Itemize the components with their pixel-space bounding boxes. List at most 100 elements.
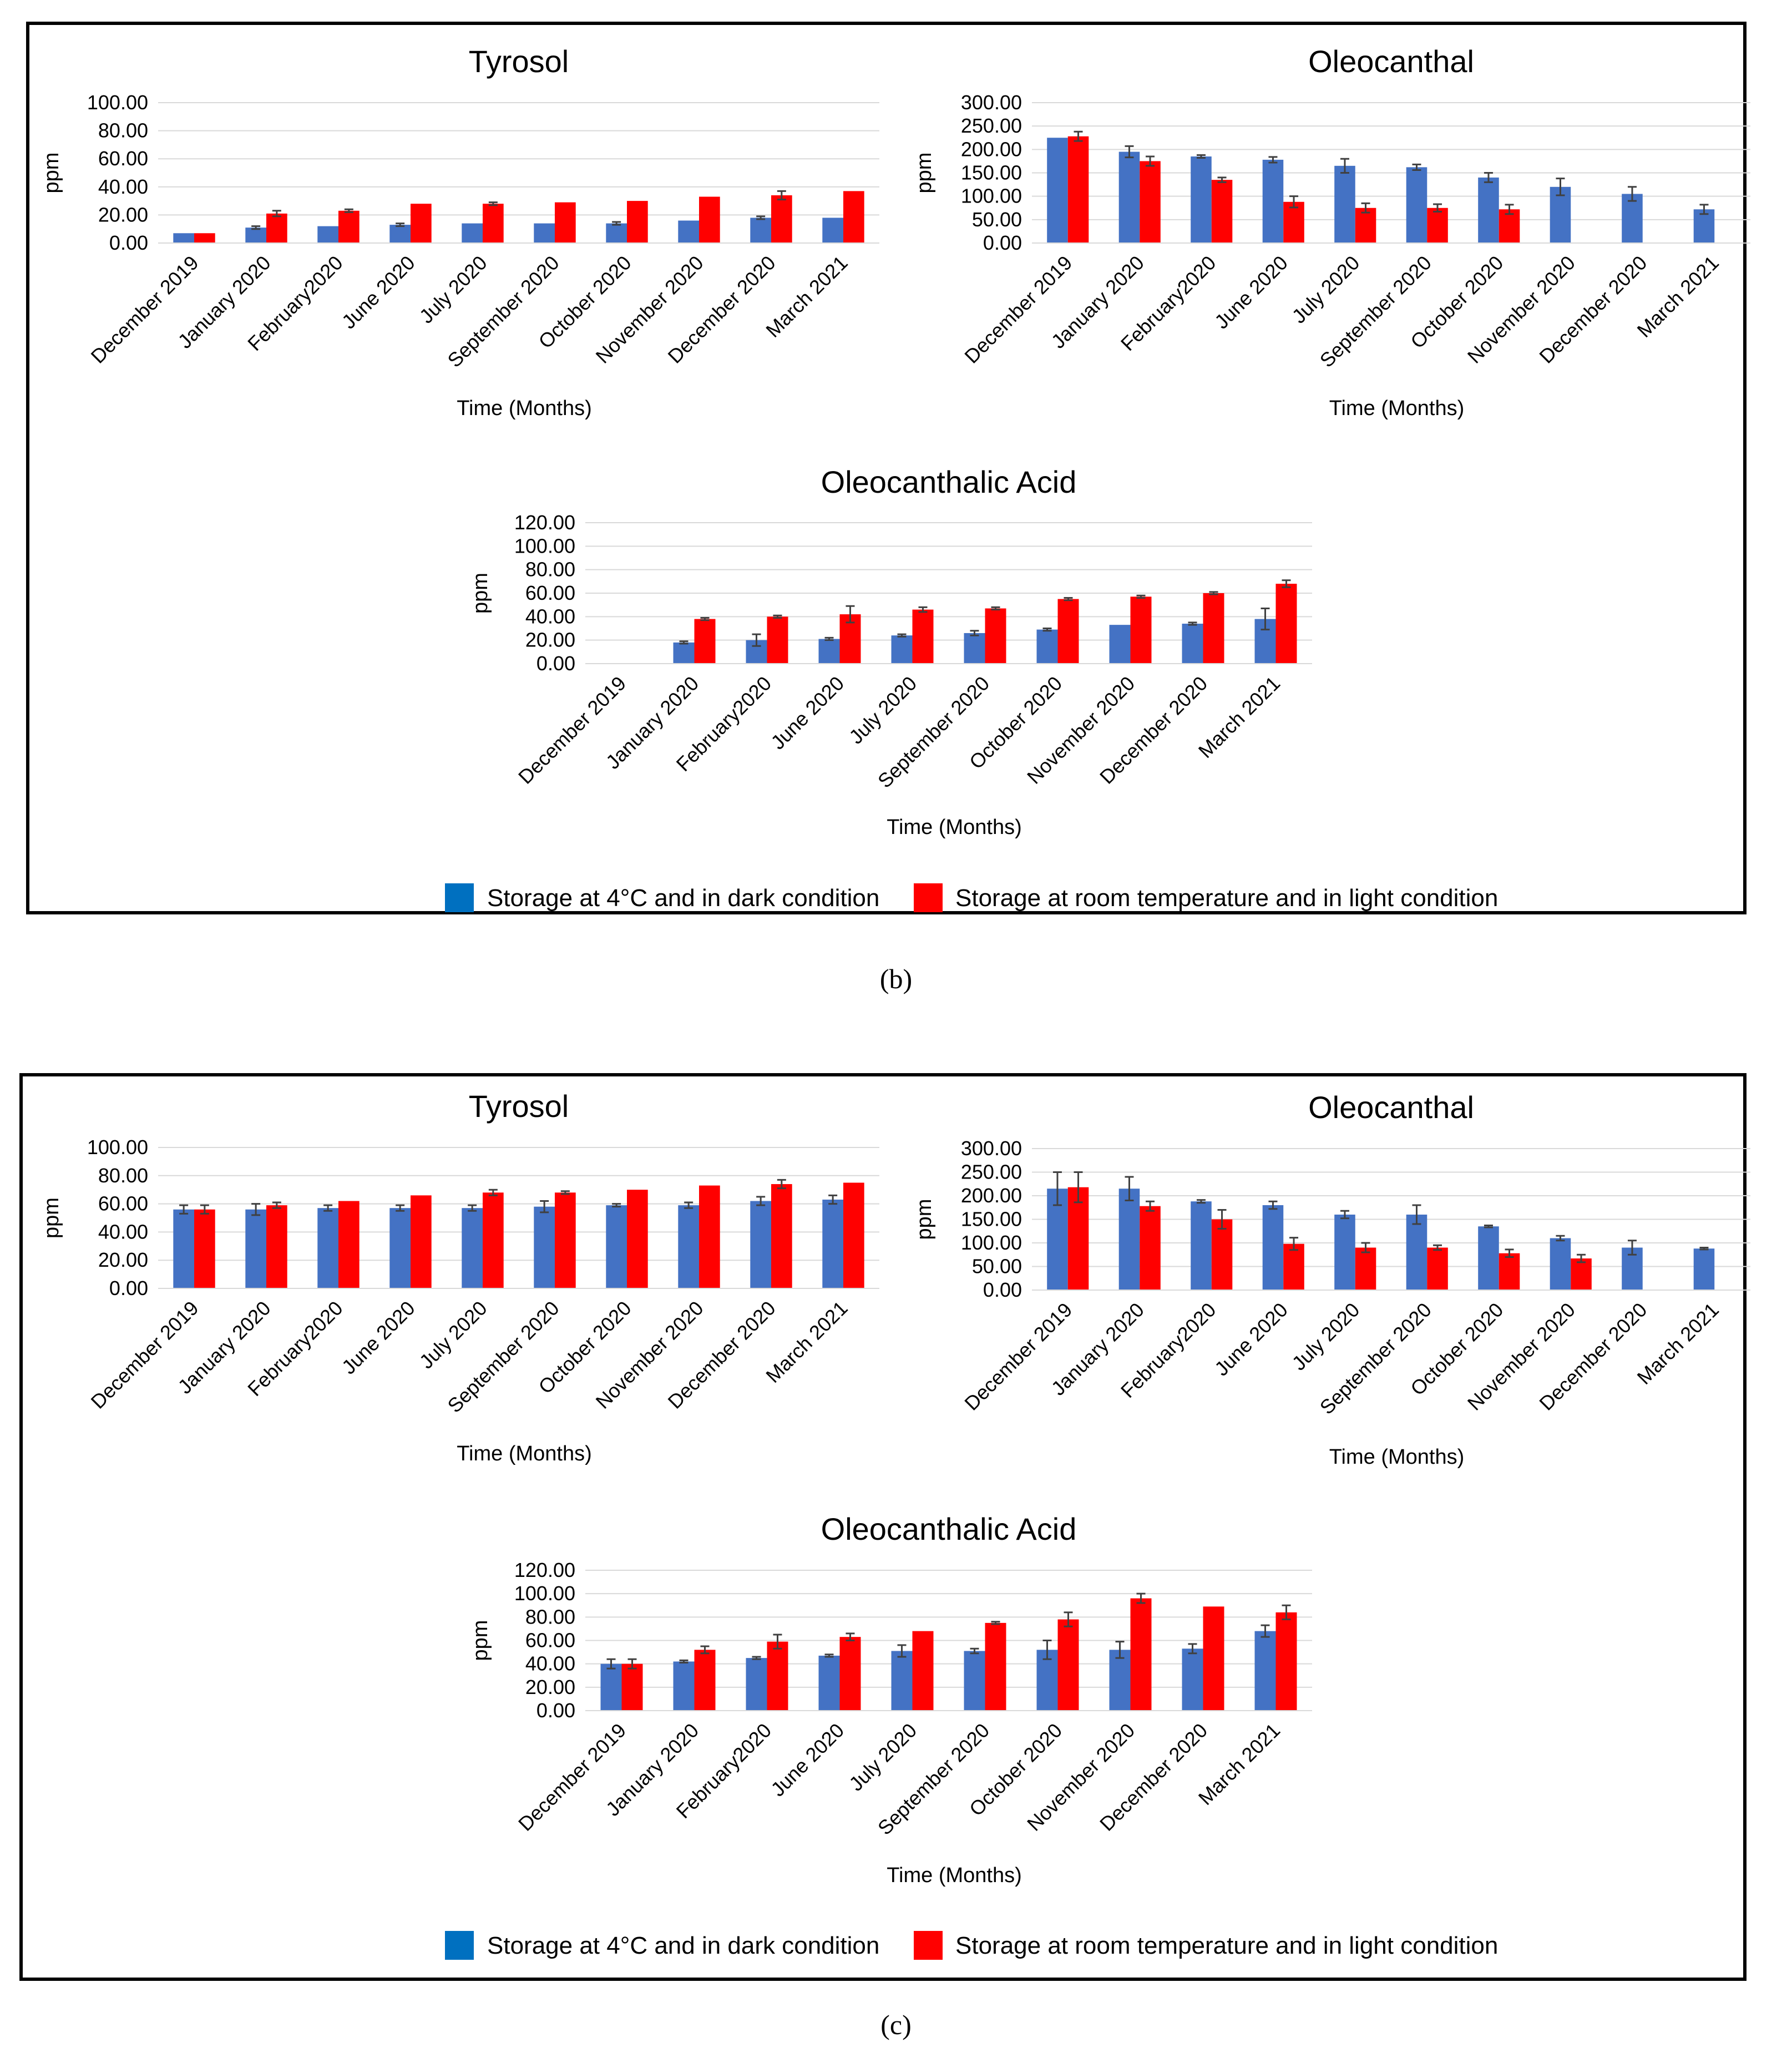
bar bbox=[891, 635, 913, 664]
bar bbox=[1057, 1619, 1079, 1711]
bar bbox=[462, 1208, 483, 1288]
chart-title: Oleocanthalic Acid bbox=[821, 1511, 1077, 1546]
bar bbox=[1622, 194, 1643, 243]
bar bbox=[1499, 1253, 1520, 1290]
y-tick-label: 80.00 bbox=[98, 119, 148, 142]
panel-b: Tyrosol0.0020.0040.0060.0080.00100.00ppm… bbox=[26, 22, 1750, 914]
chart-oleocanthalic-acid: Oleocanthalic Acid 0.0020.0040.0060.0080.… bbox=[469, 1511, 1312, 1887]
x-axis-label: Time (Months) bbox=[457, 397, 592, 420]
chart-title: Tyrosol bbox=[469, 1089, 569, 1124]
y-tick-label: 60.00 bbox=[98, 1192, 148, 1215]
y-tick-label: 100.00 bbox=[961, 185, 1022, 208]
bar bbox=[771, 1184, 792, 1288]
bar bbox=[1047, 138, 1068, 243]
bar bbox=[767, 1641, 788, 1711]
legend-swatch-light bbox=[914, 1931, 943, 1960]
bar bbox=[173, 1209, 194, 1288]
bar bbox=[699, 1185, 720, 1288]
bar bbox=[694, 1650, 716, 1711]
bar bbox=[1550, 186, 1571, 243]
bar bbox=[627, 201, 648, 243]
bar bbox=[839, 1637, 861, 1711]
x-tick-label: June 2020 bbox=[766, 672, 848, 754]
bar bbox=[1478, 1226, 1499, 1290]
y-tick-label: 40.00 bbox=[98, 1220, 148, 1243]
chart-oleocanthal: Oleocanthal 0.0050.00100.00150.00200.0025… bbox=[913, 44, 1750, 420]
x-tick-label: December 2019 bbox=[87, 251, 203, 368]
bar bbox=[245, 227, 266, 243]
x-tick-label: June 2020 bbox=[337, 1297, 419, 1379]
bar bbox=[483, 1192, 504, 1288]
y-tick-label: 40.00 bbox=[525, 605, 575, 628]
bar bbox=[317, 226, 338, 243]
y-tick-label: 80.00 bbox=[525, 558, 575, 581]
bar bbox=[245, 1209, 266, 1288]
bar bbox=[1427, 208, 1448, 243]
y-tick-label: 120.00 bbox=[514, 1559, 575, 1581]
x-tick-label: July 2020 bbox=[844, 1719, 921, 1796]
x-axis-label: Time (Months) bbox=[887, 816, 1022, 839]
y-axis-label: ppm bbox=[913, 1199, 936, 1240]
y-axis-label: ppm bbox=[913, 153, 936, 194]
y-tick-label: 200.00 bbox=[961, 1184, 1022, 1207]
x-axis-label: Time (Months) bbox=[1329, 397, 1465, 420]
bar bbox=[266, 213, 287, 243]
bar bbox=[985, 608, 1006, 664]
bar bbox=[1334, 1215, 1355, 1290]
x-tick-label: December 2019 bbox=[960, 251, 1076, 368]
y-tick-label: 20.00 bbox=[525, 1676, 575, 1698]
x-axis-label: Time (Months) bbox=[1329, 1445, 1465, 1469]
y-tick-label: 120.00 bbox=[514, 511, 575, 534]
y-tick-label: 250.00 bbox=[961, 1161, 1022, 1184]
bar bbox=[1211, 180, 1233, 243]
x-tick-label: June 2020 bbox=[1210, 1298, 1292, 1380]
x-tick-label: December 2019 bbox=[514, 672, 630, 788]
y-axis-label: ppm bbox=[469, 573, 492, 614]
legend-label-dark: Storage at 4°C and in dark condition bbox=[487, 1932, 879, 1959]
y-tick-label: 0.00 bbox=[109, 231, 148, 254]
bar bbox=[1109, 625, 1131, 664]
bar bbox=[818, 639, 840, 664]
bar bbox=[1036, 629, 1058, 664]
bar bbox=[750, 1201, 771, 1288]
x-axis-label: Time (Months) bbox=[887, 1864, 1022, 1887]
chart-tyrosol: Tyrosol 0.00 20.00 40.00 60.00 80.00 100.00 ppm… bbox=[40, 44, 879, 420]
panel-frame bbox=[19, 1073, 1747, 1981]
y-tick-label: 80.00 bbox=[525, 1605, 575, 1628]
bar bbox=[1550, 1238, 1571, 1290]
y-tick-label: 20.00 bbox=[98, 1248, 148, 1271]
bar bbox=[1693, 209, 1715, 243]
y-tick-label: 20.00 bbox=[525, 629, 575, 651]
x-tick-label: December 2019 bbox=[87, 1297, 203, 1413]
bar bbox=[1140, 1206, 1161, 1290]
chart-title: Oleocanthal bbox=[1308, 1090, 1474, 1125]
y-tick-label: 150.00 bbox=[961, 161, 1022, 184]
bar bbox=[912, 609, 934, 664]
bar bbox=[1182, 1648, 1203, 1711]
y-tick-label: 100.00 bbox=[961, 1231, 1022, 1254]
bar bbox=[1211, 1219, 1233, 1290]
y-axis-label: ppm bbox=[469, 1620, 492, 1661]
bar bbox=[1203, 593, 1224, 664]
y-tick-label: 60.00 bbox=[525, 1629, 575, 1652]
bar bbox=[1355, 208, 1376, 243]
bar bbox=[534, 1206, 555, 1288]
y-axis-label: ppm bbox=[40, 1197, 63, 1238]
chart-title: Oleocanthalic Acid bbox=[821, 464, 1077, 499]
bar bbox=[1191, 1201, 1212, 1290]
bar bbox=[1067, 136, 1089, 243]
bar bbox=[678, 1205, 699, 1288]
bar bbox=[1406, 1215, 1427, 1290]
bar bbox=[1355, 1247, 1376, 1290]
y-tick-label: 40.00 bbox=[525, 1652, 575, 1675]
y-tick-label: 200.00 bbox=[961, 138, 1022, 160]
bar bbox=[818, 1655, 840, 1711]
bar bbox=[627, 1190, 648, 1288]
bar bbox=[606, 223, 627, 243]
bar bbox=[621, 1663, 643, 1711]
x-tick-label: July 2020 bbox=[844, 672, 921, 749]
x-tick-label: July 2020 bbox=[415, 1297, 492, 1373]
bar bbox=[767, 616, 788, 664]
bar bbox=[673, 1661, 695, 1711]
bar bbox=[694, 619, 716, 664]
